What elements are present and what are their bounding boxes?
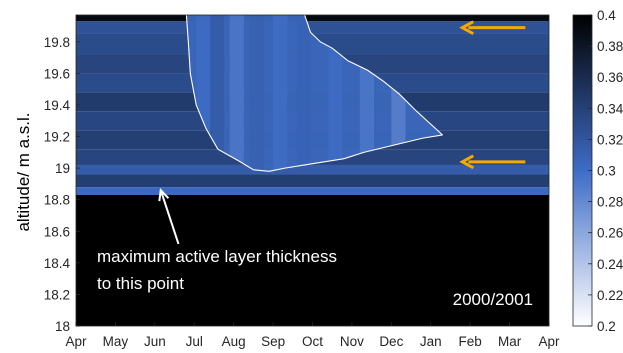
colorbar-tick-label-7: 0.34	[597, 101, 623, 116]
annotation-line-1: maximum active layer thickness	[97, 247, 337, 266]
annotation-line-2: to this point	[97, 274, 184, 293]
colorbar: 0.2 0.22 0.24 0.26 0.28 0.3 0.32 0.34 0.36 0.38 0.…	[572, 8, 623, 334]
heatmap-band-11	[76, 187, 549, 195]
y-tick-label-0: 18	[55, 319, 70, 334]
surface-front-line	[304, 15, 443, 136]
x-tick-label-12: Apr	[538, 334, 560, 349]
y-axis-label: altitude/ m a.s.l.	[14, 112, 33, 231]
y-tick-label-2: 18.4	[44, 256, 71, 271]
y-axis: 18 18.2 18.4 18.6 18.8 19 19.2 19.4 19.6 19.8	[44, 35, 80, 334]
x-tick-label-7: Nov	[340, 334, 364, 349]
heatmap-band-10	[76, 174, 549, 188]
thaw-streak-5	[296, 15, 311, 172]
colorbar-tick-label-1: 0.22	[597, 288, 623, 303]
thaw-front-line	[185, 15, 443, 172]
colorbar-tick-label-4: 0.28	[597, 195, 623, 210]
y-tick-label-1: 18.2	[44, 287, 70, 302]
colorbar-tick-label-9: 0.38	[597, 39, 623, 54]
y-tick-label-9: 19.8	[44, 35, 70, 50]
x-tick-label-11: Mar	[498, 334, 522, 349]
season-label: 2000/2001	[453, 290, 533, 309]
colorbar-tick-label-8: 0.36	[597, 70, 623, 85]
heatmap-band-0	[76, 15, 549, 22]
y-tick-label-7: 19.4	[44, 98, 71, 113]
heatmap-area	[76, 15, 549, 326]
heatmap-band-12	[76, 194, 549, 326]
x-tick-label-1: May	[103, 334, 129, 349]
heatmap-band-9	[76, 164, 549, 175]
annotations: maximum active layer thickness to this p…	[97, 20, 533, 309]
x-tick-label-6: Oct	[302, 334, 323, 349]
x-tick-label-3: Jul	[186, 334, 203, 349]
highlight-arrow-head-1	[459, 154, 475, 170]
x-axis: Apr May Jun Jul Aug Sep Oct Nov Dec Jan Feb Mar Apr	[65, 322, 560, 349]
pointer-arrow-shaft	[159, 189, 180, 245]
colorbar-tick-label-2: 0.24	[597, 257, 623, 272]
colorbar-tick-label-3: 0.26	[597, 226, 623, 241]
x-tick-label-5: Sep	[261, 334, 285, 349]
freeze-front-contours	[185, 15, 443, 172]
colorbar-tick-label-6: 0.32	[597, 132, 623, 147]
colorbar-tick-label-0: 0.2	[597, 319, 616, 334]
x-tick-label-4: Aug	[222, 334, 246, 349]
colorbar-tick-label-10: 0.4	[597, 8, 616, 23]
y-tick-label-6: 19.2	[44, 130, 70, 145]
x-tick-label-9: Jan	[420, 334, 442, 349]
x-tick-label-0: Apr	[65, 334, 87, 349]
thaw-streak-3	[249, 15, 264, 172]
x-tick-label-2: Jun	[144, 334, 166, 349]
y-tick-label-8: 19.6	[44, 66, 70, 81]
y-tick-label-4: 18.8	[44, 193, 70, 208]
thaw-streak-1	[210, 15, 225, 172]
thaw-streak-4	[273, 15, 288, 172]
thaw-streak-2	[229, 15, 244, 172]
colorbar-tick-label-5: 0.3	[597, 164, 616, 179]
x-tick-label-10: Feb	[459, 334, 482, 349]
y-tick-label-5: 19	[55, 161, 70, 176]
x-tick-label-8: Dec	[379, 334, 403, 349]
highlight-arrow-head-0	[459, 20, 475, 35]
y-tick-label-3: 18.6	[44, 224, 70, 239]
pointer-arrow-head	[158, 188, 170, 202]
